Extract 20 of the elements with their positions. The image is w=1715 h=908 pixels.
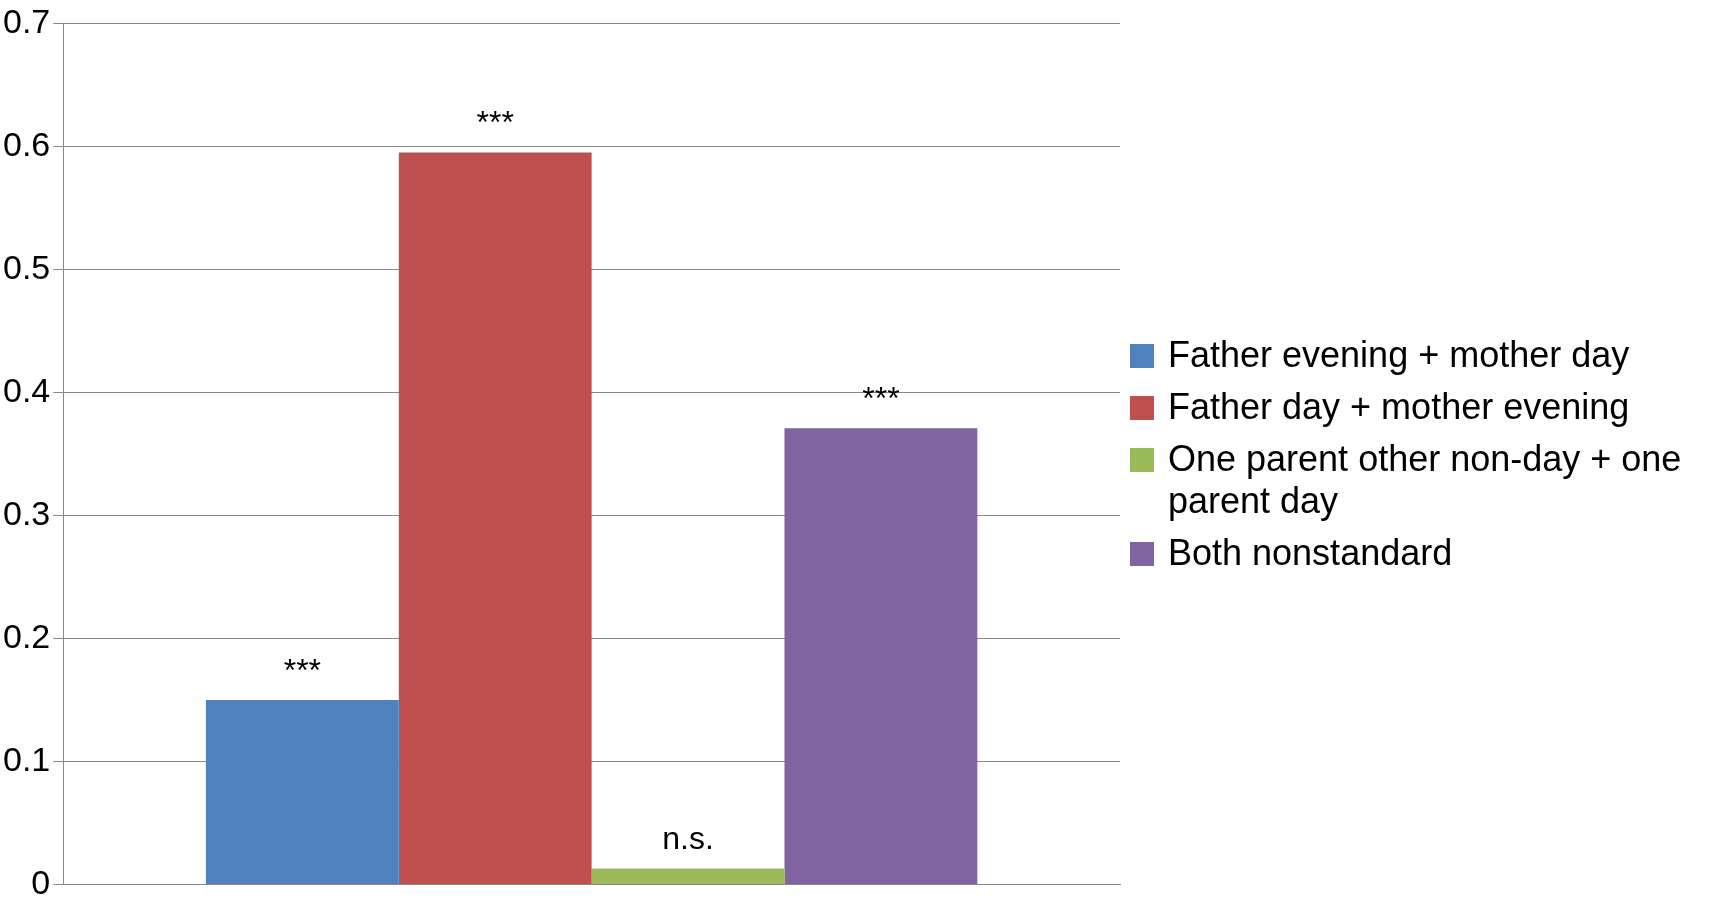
legend-label: Both nonstandard (1168, 532, 1453, 574)
y-tick-label: 0.4 (3, 370, 51, 409)
y-tick-label: 0.3 (3, 493, 51, 532)
data-label: *** (862, 379, 900, 416)
legend-label: Father day + mother evening (1168, 386, 1630, 428)
bar (205, 700, 399, 885)
bar (398, 152, 592, 885)
y-tick-label: 0.1 (3, 739, 51, 778)
y-tick-label: 0.7 (3, 1, 51, 40)
y-tick-label: 0.5 (3, 247, 51, 286)
bar (784, 428, 978, 885)
y-tick-label: 0.2 (3, 616, 51, 655)
legend-label: One parent other non-day + one parent day (1168, 438, 1683, 522)
y-tick-label: 0 (31, 862, 51, 901)
data-label: *** (476, 104, 514, 141)
legend-label: Father evening + mother day (1168, 334, 1630, 376)
bar (591, 868, 785, 885)
data-label: n.s. (662, 820, 714, 857)
data-label: *** (283, 651, 322, 688)
y-tick-label: 0.6 (3, 124, 51, 163)
